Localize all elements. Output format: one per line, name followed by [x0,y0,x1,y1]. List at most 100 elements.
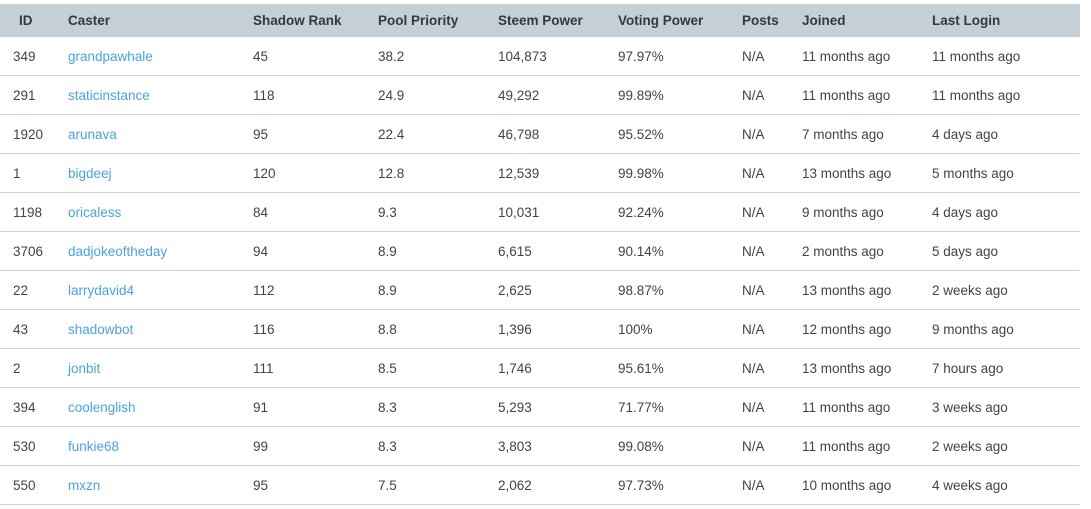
table-row: 349 grandpawhale 45 38.2 104,873 97.97% … [0,37,1080,76]
cell-pool-priority: 22.4 [365,114,485,154]
cell-posts: N/A [729,192,789,232]
cell-last-login: 9 months ago [919,309,1080,349]
cell-steem-power: 2,625 [485,270,605,310]
cell-shadow-rank: 112 [240,270,365,310]
cell-caster: oricaless [55,192,240,232]
cell-caster: grandpawhale [55,37,240,76]
table-row: 394 coolenglish 91 8.3 5,293 71.77% N/A … [0,387,1080,427]
cell-id: 22 [0,270,55,310]
cell-caster: arunava [55,114,240,154]
caster-link[interactable]: grandpawhale [68,48,153,64]
cell-caster: jonbit [55,348,240,388]
cell-last-login: 4 days ago [919,114,1080,154]
caster-link[interactable]: bigdeej [68,165,112,181]
cell-caster: dadjokeoftheday [55,231,240,271]
caster-link[interactable]: staticinstance [68,87,150,103]
cell-posts: N/A [729,309,789,349]
column-header-caster: Caster [55,4,240,37]
caster-link[interactable]: funkie68 [68,438,120,454]
cell-pool-priority: 8.5 [365,348,485,388]
column-header-joined: Joined [789,4,919,37]
cell-id: 291 [0,75,55,115]
cell-last-login: 3 weeks ago [919,387,1080,427]
cell-last-login: 11 months ago [919,75,1080,115]
column-header-id: ID [0,4,55,37]
table-header: ID Caster Shadow Rank Pool Priority Stee… [0,4,1080,37]
cell-voting-power: 97.97% [605,37,729,76]
cell-id: 1 [0,153,55,193]
cell-shadow-rank: 95 [240,465,365,505]
cell-joined: 11 months ago [789,75,919,115]
cell-voting-power: 95.52% [605,114,729,154]
cell-last-login: 2 weeks ago [919,426,1080,466]
table-body: 349 grandpawhale 45 38.2 104,873 97.97% … [0,37,1080,505]
cell-id: 2 [0,348,55,388]
cell-steem-power: 46,798 [485,114,605,154]
caster-link[interactable]: arunava [68,126,117,142]
cell-caster: staticinstance [55,75,240,115]
cell-voting-power: 98.87% [605,270,729,310]
cell-joined: 10 months ago [789,465,919,505]
column-header-steem-power: Steem Power [485,4,605,37]
table-row: 550 mxzn 95 7.5 2,062 97.73% N/A 10 mont… [0,465,1080,505]
cell-shadow-rank: 45 [240,37,365,76]
caster-link[interactable]: jonbit [68,360,101,376]
column-header-pool-priority: Pool Priority [365,4,485,37]
table-row: 530 funkie68 99 8.3 3,803 99.08% N/A 11 … [0,426,1080,466]
cell-pool-priority: 8.9 [365,231,485,271]
table-row: 1 bigdeej 120 12.8 12,539 99.98% N/A 13 … [0,153,1080,193]
caster-link[interactable]: oricaless [68,204,122,220]
cell-posts: N/A [729,387,789,427]
cell-pool-priority: 8.3 [365,426,485,466]
cell-steem-power: 10,031 [485,192,605,232]
cell-posts: N/A [729,231,789,271]
column-header-last-login: Last Login [919,4,1080,37]
caster-link[interactable]: larrydavid4 [68,282,135,298]
cell-steem-power: 6,615 [485,231,605,271]
cell-voting-power: 90.14% [605,231,729,271]
cell-joined: 11 months ago [789,426,919,466]
table-row: 22 larrydavid4 112 8.9 2,625 98.87% N/A … [0,270,1080,310]
caster-link[interactable]: dadjokeoftheday [68,243,168,259]
cell-pool-priority: 8.9 [365,270,485,310]
table-row: 43 shadowbot 116 8.8 1,396 100% N/A 12 m… [0,309,1080,349]
table-row: 1920 arunava 95 22.4 46,798 95.52% N/A 7… [0,114,1080,154]
cell-posts: N/A [729,37,789,76]
cell-pool-priority: 8.3 [365,387,485,427]
cell-caster: bigdeej [55,153,240,193]
cell-steem-power: 49,292 [485,75,605,115]
cell-steem-power: 5,293 [485,387,605,427]
cell-joined: 11 months ago [789,387,919,427]
header-row: ID Caster Shadow Rank Pool Priority Stee… [0,4,1080,37]
cell-posts: N/A [729,270,789,310]
caster-link[interactable]: coolenglish [68,399,136,415]
cell-last-login: 7 hours ago [919,348,1080,388]
cell-posts: N/A [729,153,789,193]
cell-pool-priority: 38.2 [365,37,485,76]
table-row: 3706 dadjokeoftheday 94 8.9 6,615 90.14%… [0,231,1080,271]
table-row: 1198 oricaless 84 9.3 10,031 92.24% N/A … [0,192,1080,232]
cell-voting-power: 95.61% [605,348,729,388]
cell-joined: 13 months ago [789,153,919,193]
cell-steem-power: 2,062 [485,465,605,505]
cell-shadow-rank: 91 [240,387,365,427]
cell-pool-priority: 8.8 [365,309,485,349]
cell-shadow-rank: 111 [240,348,365,388]
cell-shadow-rank: 99 [240,426,365,466]
cell-voting-power: 99.98% [605,153,729,193]
cell-last-login: 2 weeks ago [919,270,1080,310]
cell-last-login: 5 days ago [919,231,1080,271]
cell-id: 3706 [0,231,55,271]
cell-shadow-rank: 84 [240,192,365,232]
column-header-voting-power: Voting Power [605,4,729,37]
cell-caster: coolenglish [55,387,240,427]
cell-shadow-rank: 94 [240,231,365,271]
caster-link[interactable]: shadowbot [68,321,134,337]
cell-last-login: 4 days ago [919,192,1080,232]
caster-link[interactable]: mxzn [68,477,101,493]
table-row: 291 staticinstance 118 24.9 49,292 99.89… [0,75,1080,115]
cell-posts: N/A [729,75,789,115]
cell-posts: N/A [729,426,789,466]
cell-id: 1198 [0,192,55,232]
